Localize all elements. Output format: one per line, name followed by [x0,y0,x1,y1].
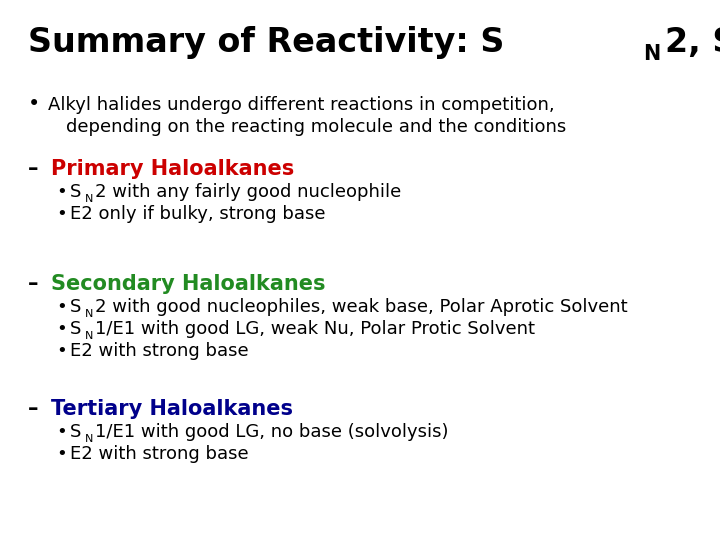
Text: •: • [56,298,67,316]
Text: 1/E1 with good LG, weak Nu, Polar Protic Solvent: 1/E1 with good LG, weak Nu, Polar Protic… [96,320,536,338]
Text: Secondary Haloalkanes: Secondary Haloalkanes [51,274,325,294]
Text: depending on the reacting molecule and the conditions: depending on the reacting molecule and t… [66,118,566,136]
Text: –: – [28,274,46,294]
Text: S: S [70,320,81,338]
Text: Primary Haloalkanes: Primary Haloalkanes [51,159,294,179]
Text: •: • [56,445,67,463]
Text: –: – [28,159,46,179]
Text: •: • [56,423,67,441]
Text: •: • [56,320,67,338]
Text: N: N [85,434,93,443]
Text: •: • [28,94,40,114]
Text: •: • [56,342,67,360]
Text: 1/E1 with good LG, no base (solvolysis): 1/E1 with good LG, no base (solvolysis) [96,423,449,441]
Text: •: • [56,183,67,201]
Text: 2 with any fairly good nucleophile: 2 with any fairly good nucleophile [96,183,402,201]
Text: Tertiary Haloalkanes: Tertiary Haloalkanes [51,399,293,419]
Text: –: – [28,399,46,419]
Text: N: N [85,330,93,341]
Text: E2 only if bulky, strong base: E2 only if bulky, strong base [70,205,325,223]
Text: 2 with good nucleophiles, weak base, Polar Aprotic Solvent: 2 with good nucleophiles, weak base, Pol… [96,298,628,316]
Text: N: N [643,44,660,64]
Text: Alkyl halides undergo different reactions in competition,: Alkyl halides undergo different reaction… [48,96,554,114]
Text: Summary of Reactivity: S: Summary of Reactivity: S [28,26,505,59]
Text: 2, S: 2, S [665,26,720,59]
Text: S: S [70,423,81,441]
Text: S: S [70,298,81,316]
Text: N: N [85,308,93,319]
Text: E2 with strong base: E2 with strong base [70,445,248,463]
Text: •: • [56,205,67,223]
Text: N: N [85,193,93,204]
Text: S: S [70,183,81,201]
Text: E2 with strong base: E2 with strong base [70,342,248,360]
